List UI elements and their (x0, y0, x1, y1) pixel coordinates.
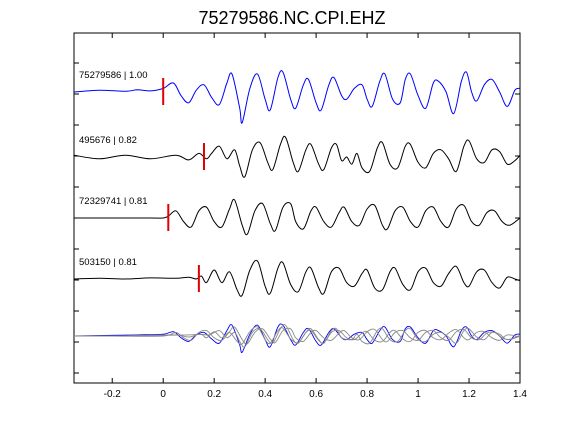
trace-label: 75279586 | 1.00 (79, 70, 148, 81)
x-tick-label: 0.6 (309, 389, 323, 400)
y-tick-marks (74, 62, 520, 374)
overlay-trace-line (74, 326, 521, 345)
trace-line (73, 70, 521, 124)
x-tick-label: 0 (160, 389, 166, 400)
x-tick-label: 1 (415, 389, 421, 400)
chart-title: 75279586.NC.CPI.EHZ (198, 8, 385, 28)
trace-label: 72329741 | 0.81 (79, 196, 148, 207)
x-tick-label: 1.2 (462, 389, 476, 400)
trace-labels: 75279586 | 1.00 495676 | 0.82 72329741 | 0… (79, 70, 148, 268)
overlay-trace-line (73, 326, 521, 345)
trace-line (73, 135, 521, 178)
x-tick-label: 0.2 (207, 389, 221, 400)
trace-line (73, 259, 521, 297)
x-tick-label: -0.2 (104, 389, 122, 400)
x-tick-label: 0.8 (360, 389, 374, 400)
x-axis: -0.2 0 0.2 0.4 0.6 0.8 1 1.2 1.4 (104, 33, 527, 400)
trace-label: 503150 | 0.81 (79, 257, 137, 268)
plot-frame (73, 32, 521, 384)
trace-line (74, 198, 521, 236)
x-tick-label: 0.4 (258, 389, 272, 400)
overlay-trace-line (73, 324, 521, 348)
trace-label: 495676 | 0.82 (79, 135, 137, 146)
waveform-traces (73, 70, 521, 354)
pick-markers (162, 78, 205, 292)
overlay-trace-line (73, 323, 521, 354)
x-tick-label: 1.4 (513, 389, 527, 400)
